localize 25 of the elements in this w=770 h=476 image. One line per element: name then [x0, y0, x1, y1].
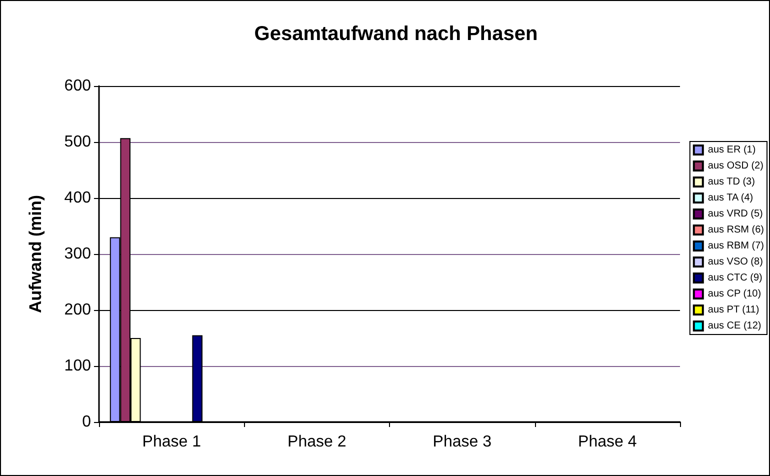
x-tick-label: Phase 3 — [432, 434, 492, 450]
legend-label: aus PT (11) — [708, 304, 760, 316]
x-tick-label: Phase 4 — [578, 434, 637, 450]
x-tick-label: Phase 2 — [288, 434, 346, 450]
y-tick-label: 600 — [64, 78, 92, 94]
y-tick-label: 300 — [64, 246, 92, 262]
y-tick-label: 200 — [64, 302, 92, 318]
chart-title: Gesamtaufwand nach Phasen — [254, 23, 538, 45]
legend-label: aus VSO (8) — [708, 256, 763, 268]
y-axis-title: Aufwand (min) — [26, 194, 45, 314]
y-tick-label: 500 — [64, 134, 92, 150]
x-tick-label: Phase 1 — [142, 434, 202, 450]
y-tick-label: 0 — [82, 414, 92, 430]
legend-label: aus OSD (2) — [708, 160, 764, 172]
legend-label: aus VRD (5) — [708, 208, 763, 220]
legend-label: aus TD (3) — [708, 176, 755, 188]
legend-label: aus CE (12) — [708, 320, 762, 332]
legend-label: aus CP (10) — [708, 288, 762, 300]
legend-label: aus TA (4) — [708, 192, 754, 204]
y-tick-label: 400 — [64, 190, 92, 206]
y-tick-label: 100 — [64, 358, 92, 374]
legend-label: aus RSM (6) — [708, 224, 764, 236]
legend-label: aus RBM (7) — [708, 240, 764, 252]
legend-label: aus ER (1) — [708, 144, 756, 156]
legend-label: aus CTC (9) — [708, 272, 762, 284]
